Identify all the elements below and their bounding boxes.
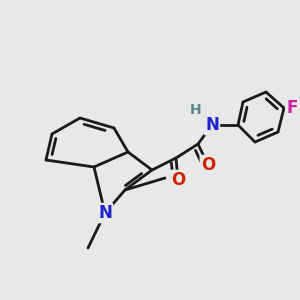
Text: O: O bbox=[171, 171, 185, 189]
Text: N: N bbox=[205, 116, 219, 134]
Text: F: F bbox=[286, 99, 298, 117]
Text: H: H bbox=[190, 103, 202, 117]
Text: N: N bbox=[98, 204, 112, 222]
Text: O: O bbox=[201, 156, 215, 174]
